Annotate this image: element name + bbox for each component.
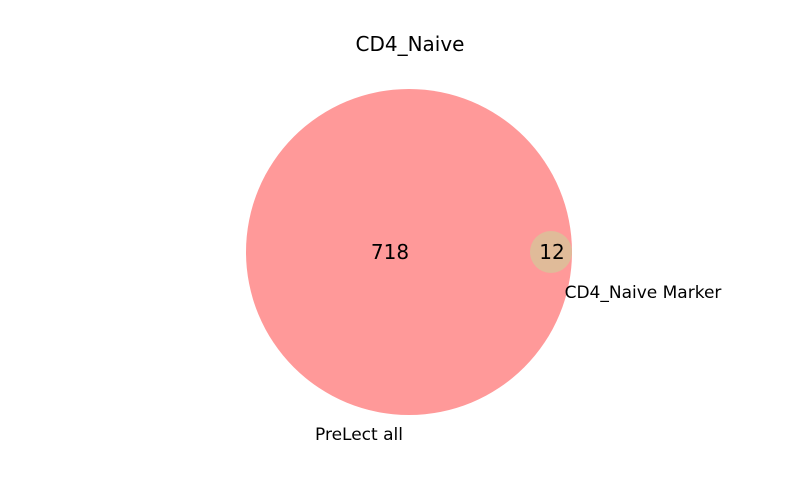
set-label-prelect-all: PreLect all: [315, 425, 403, 445]
count-marker-only: 12: [539, 240, 564, 264]
count-prelect-only: 718: [371, 240, 409, 264]
set-circle-prelect-all: [246, 89, 572, 415]
set-circle-cd4-naive-marker: [530, 231, 572, 273]
diagram-title: CD4_Naive: [355, 32, 464, 56]
set-label-cd4-naive-marker: CD4_Naive Marker: [565, 283, 722, 303]
